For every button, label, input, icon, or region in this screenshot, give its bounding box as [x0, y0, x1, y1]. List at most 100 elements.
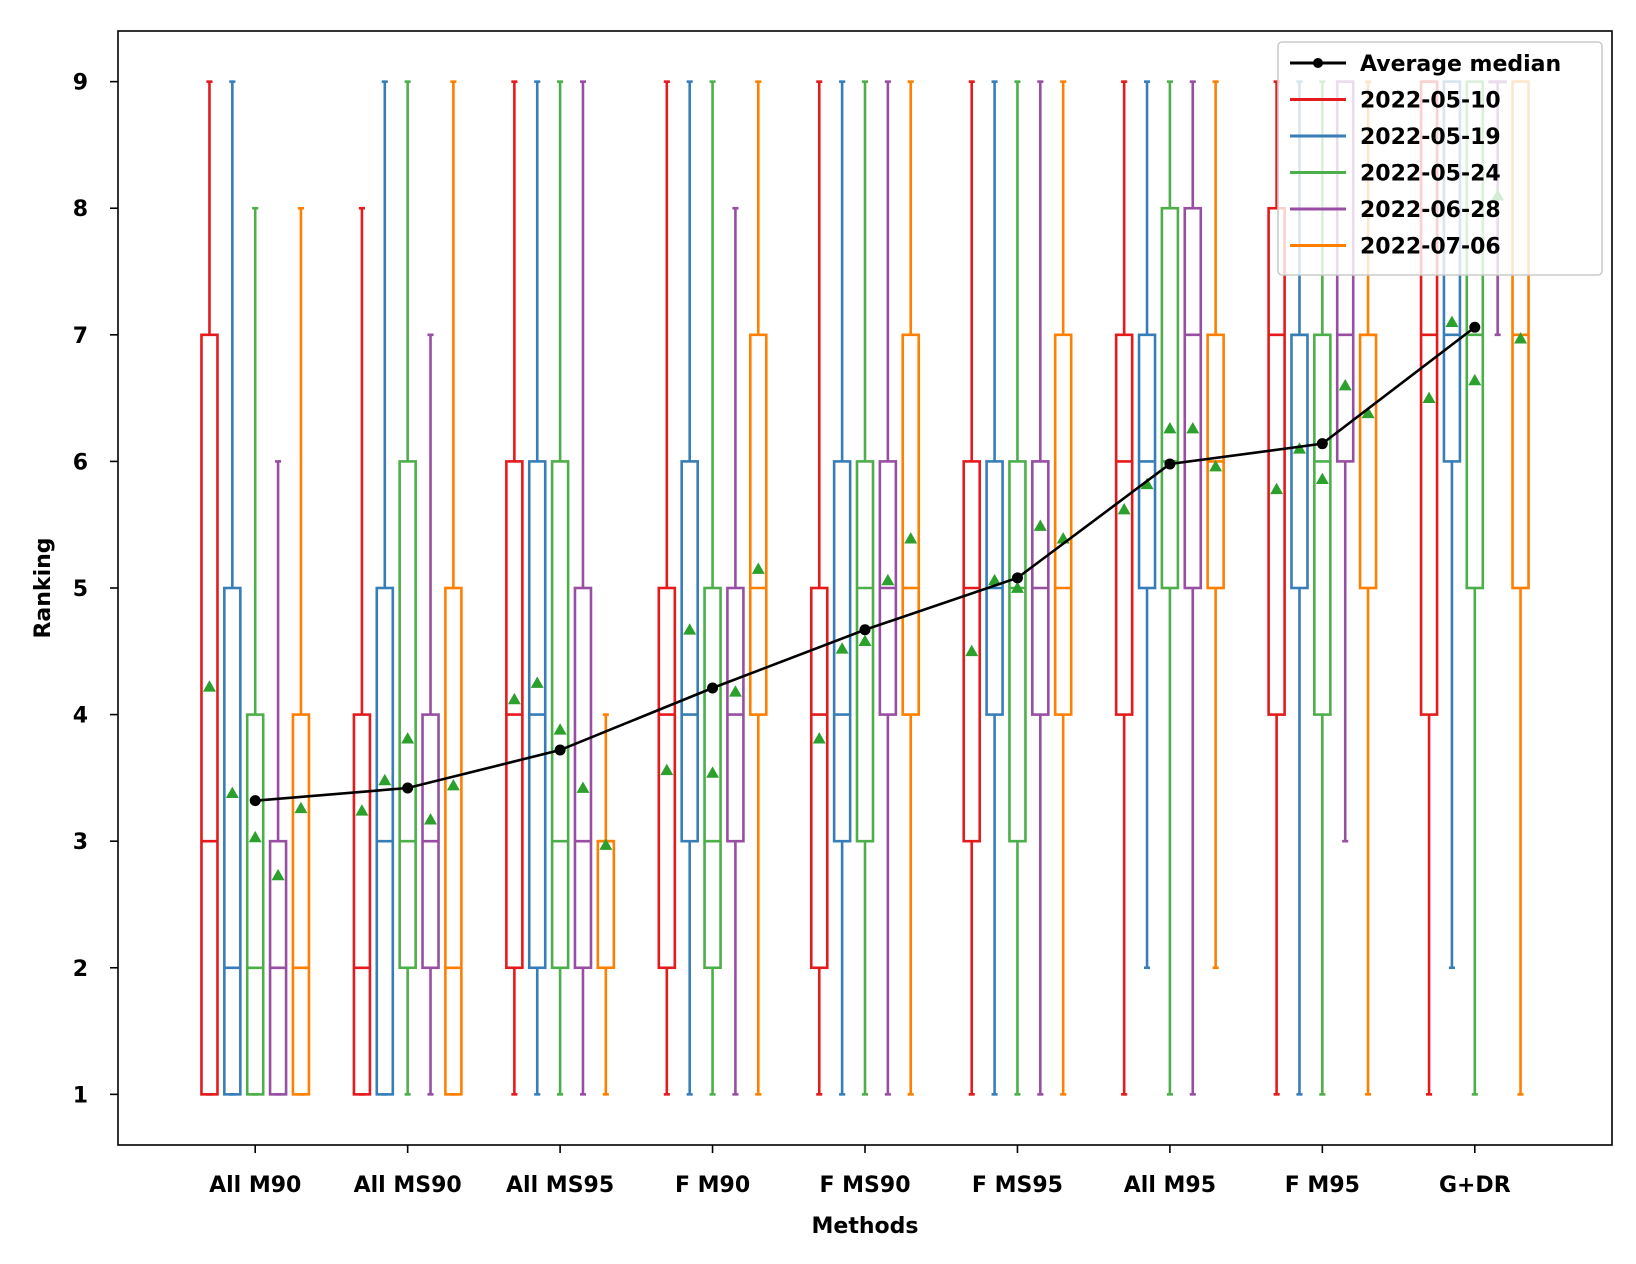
box-body — [832, 460, 852, 843]
y-tick-label: 2 — [73, 957, 88, 982]
mean-marker — [294, 801, 308, 814]
y-axis-label: Ranking — [31, 537, 56, 638]
box-2022-05-19-F M90 — [680, 80, 699, 1096]
box-body — [200, 333, 219, 1096]
box-body — [962, 460, 982, 843]
box-body — [680, 460, 699, 843]
box-2022-06-28-All M95 — [1183, 80, 1203, 1096]
average-median-point — [402, 782, 414, 794]
box-2022-05-24-All MS90 — [398, 80, 417, 1096]
mean-marker — [858, 634, 872, 647]
box-2022-05-19-All MS90 — [375, 80, 395, 1096]
mean-marker — [1140, 477, 1154, 490]
box-2022-05-10-F M90 — [657, 80, 677, 1096]
box-2022-07-06-All MS90 — [444, 80, 463, 1096]
x-tick-label: F MS90 — [819, 1173, 910, 1198]
legend: Average median 2022-05-10 2022-05-19 2022-0… — [1277, 41, 1603, 276]
box-body — [1183, 206, 1203, 590]
mean-marker — [1468, 373, 1482, 386]
box-2022-06-28-All M90 — [268, 460, 288, 1096]
average-median-point — [1164, 458, 1176, 470]
mean-marker — [202, 680, 216, 692]
mean-marker — [1209, 459, 1223, 472]
box-2022-05-10-F M95 — [1267, 80, 1286, 1096]
box-2022-05-24-F M90 — [703, 80, 722, 1096]
box-2022-07-06-All M95 — [1206, 80, 1225, 970]
mean-marker — [1445, 315, 1459, 328]
box-body — [901, 333, 921, 716]
box-body — [573, 586, 593, 970]
mean-marker — [1315, 472, 1329, 485]
x-tick-label: All M90 — [209, 1173, 301, 1198]
legend-entry: Average median — [1290, 52, 1561, 77]
box-2022-07-06-All MS95 — [596, 713, 616, 1096]
box-2022-07-06-All M90 — [291, 206, 311, 1096]
average-median-point — [1469, 321, 1481, 333]
box-body — [1160, 206, 1180, 590]
x-tick-label: F MS95 — [972, 1173, 1063, 1198]
box-body — [748, 333, 768, 716]
box-body — [1053, 333, 1073, 716]
box-2022-05-24-F MS95 — [1008, 80, 1027, 1096]
box-body — [855, 460, 875, 843]
legend-label: Average median — [1360, 52, 1561, 77]
x-tick-label: F M90 — [675, 1173, 750, 1198]
box-2022-05-10-All MS90 — [352, 206, 372, 1096]
box-body — [291, 713, 311, 1096]
y-tick-label: 6 — [73, 450, 88, 475]
legend-label: 2022-07-06 — [1360, 235, 1501, 260]
box-body — [223, 586, 242, 1096]
mean-marker — [446, 778, 460, 791]
legend-label: 2022-05-19 — [1360, 125, 1501, 150]
box-2022-06-28-F MS90 — [878, 80, 898, 1096]
average-median-point — [1011, 572, 1023, 584]
average-median-point — [249, 795, 261, 807]
legend-entry: 2022-05-10 — [1290, 89, 1501, 114]
legend-entry: 2022-05-19 — [1290, 125, 1501, 150]
box-2022-07-06-F M90 — [748, 80, 768, 1096]
box-2022-05-10-All M95 — [1114, 80, 1134, 1096]
box-2022-05-24-All M90 — [245, 206, 265, 1096]
box-body — [1114, 333, 1134, 716]
mean-marker — [1338, 378, 1352, 391]
mean-marker — [1361, 406, 1375, 419]
mean-marker — [988, 573, 1002, 586]
series-2022-05-19 — [223, 80, 1462, 1096]
y-tick-label: 5 — [73, 577, 88, 602]
mean-marker — [1010, 581, 1024, 593]
mean-marker — [1163, 421, 1177, 434]
mean-marker — [599, 838, 613, 850]
box-body — [703, 586, 722, 970]
mean-marker — [751, 562, 765, 574]
box-2022-06-28-All MS95 — [573, 80, 593, 1096]
average-median-point — [554, 744, 566, 756]
box-body — [1313, 333, 1332, 716]
mean-marker — [355, 804, 369, 816]
average-median-point — [1316, 438, 1328, 450]
legend-entry: 2022-06-28 — [1290, 198, 1501, 223]
series-2022-07-06 — [291, 80, 1530, 1096]
mean-marker — [576, 781, 590, 793]
mean-marker — [1117, 503, 1131, 515]
mean-marker — [1270, 482, 1284, 495]
mean-marker — [271, 868, 285, 881]
x-tick-label: All MS90 — [354, 1173, 462, 1198]
box-2022-07-06-F MS90 — [901, 80, 921, 1096]
average-median-series — [249, 321, 1481, 807]
mean-marker — [835, 642, 849, 654]
legend-marker — [1313, 58, 1323, 68]
box-2022-05-19-All MS95 — [527, 80, 547, 1096]
x-tick-label: F M95 — [1285, 1173, 1360, 1198]
plot-area — [200, 80, 1530, 1096]
box-body — [444, 586, 463, 1096]
mean-marker — [1514, 332, 1528, 344]
x-tick-label: All M95 — [1124, 1173, 1216, 1198]
y-tick-label: 7 — [73, 324, 88, 349]
x-axis: All M90 All MS90 All MS95 F M90 F MS90 F MS95… — [209, 1145, 1511, 1198]
box-body — [245, 713, 265, 1096]
box-2022-05-24-All MS95 — [550, 80, 570, 1096]
box-body — [809, 586, 829, 970]
box-body — [352, 713, 372, 1096]
box-2022-05-24-F MS90 — [855, 80, 875, 1096]
